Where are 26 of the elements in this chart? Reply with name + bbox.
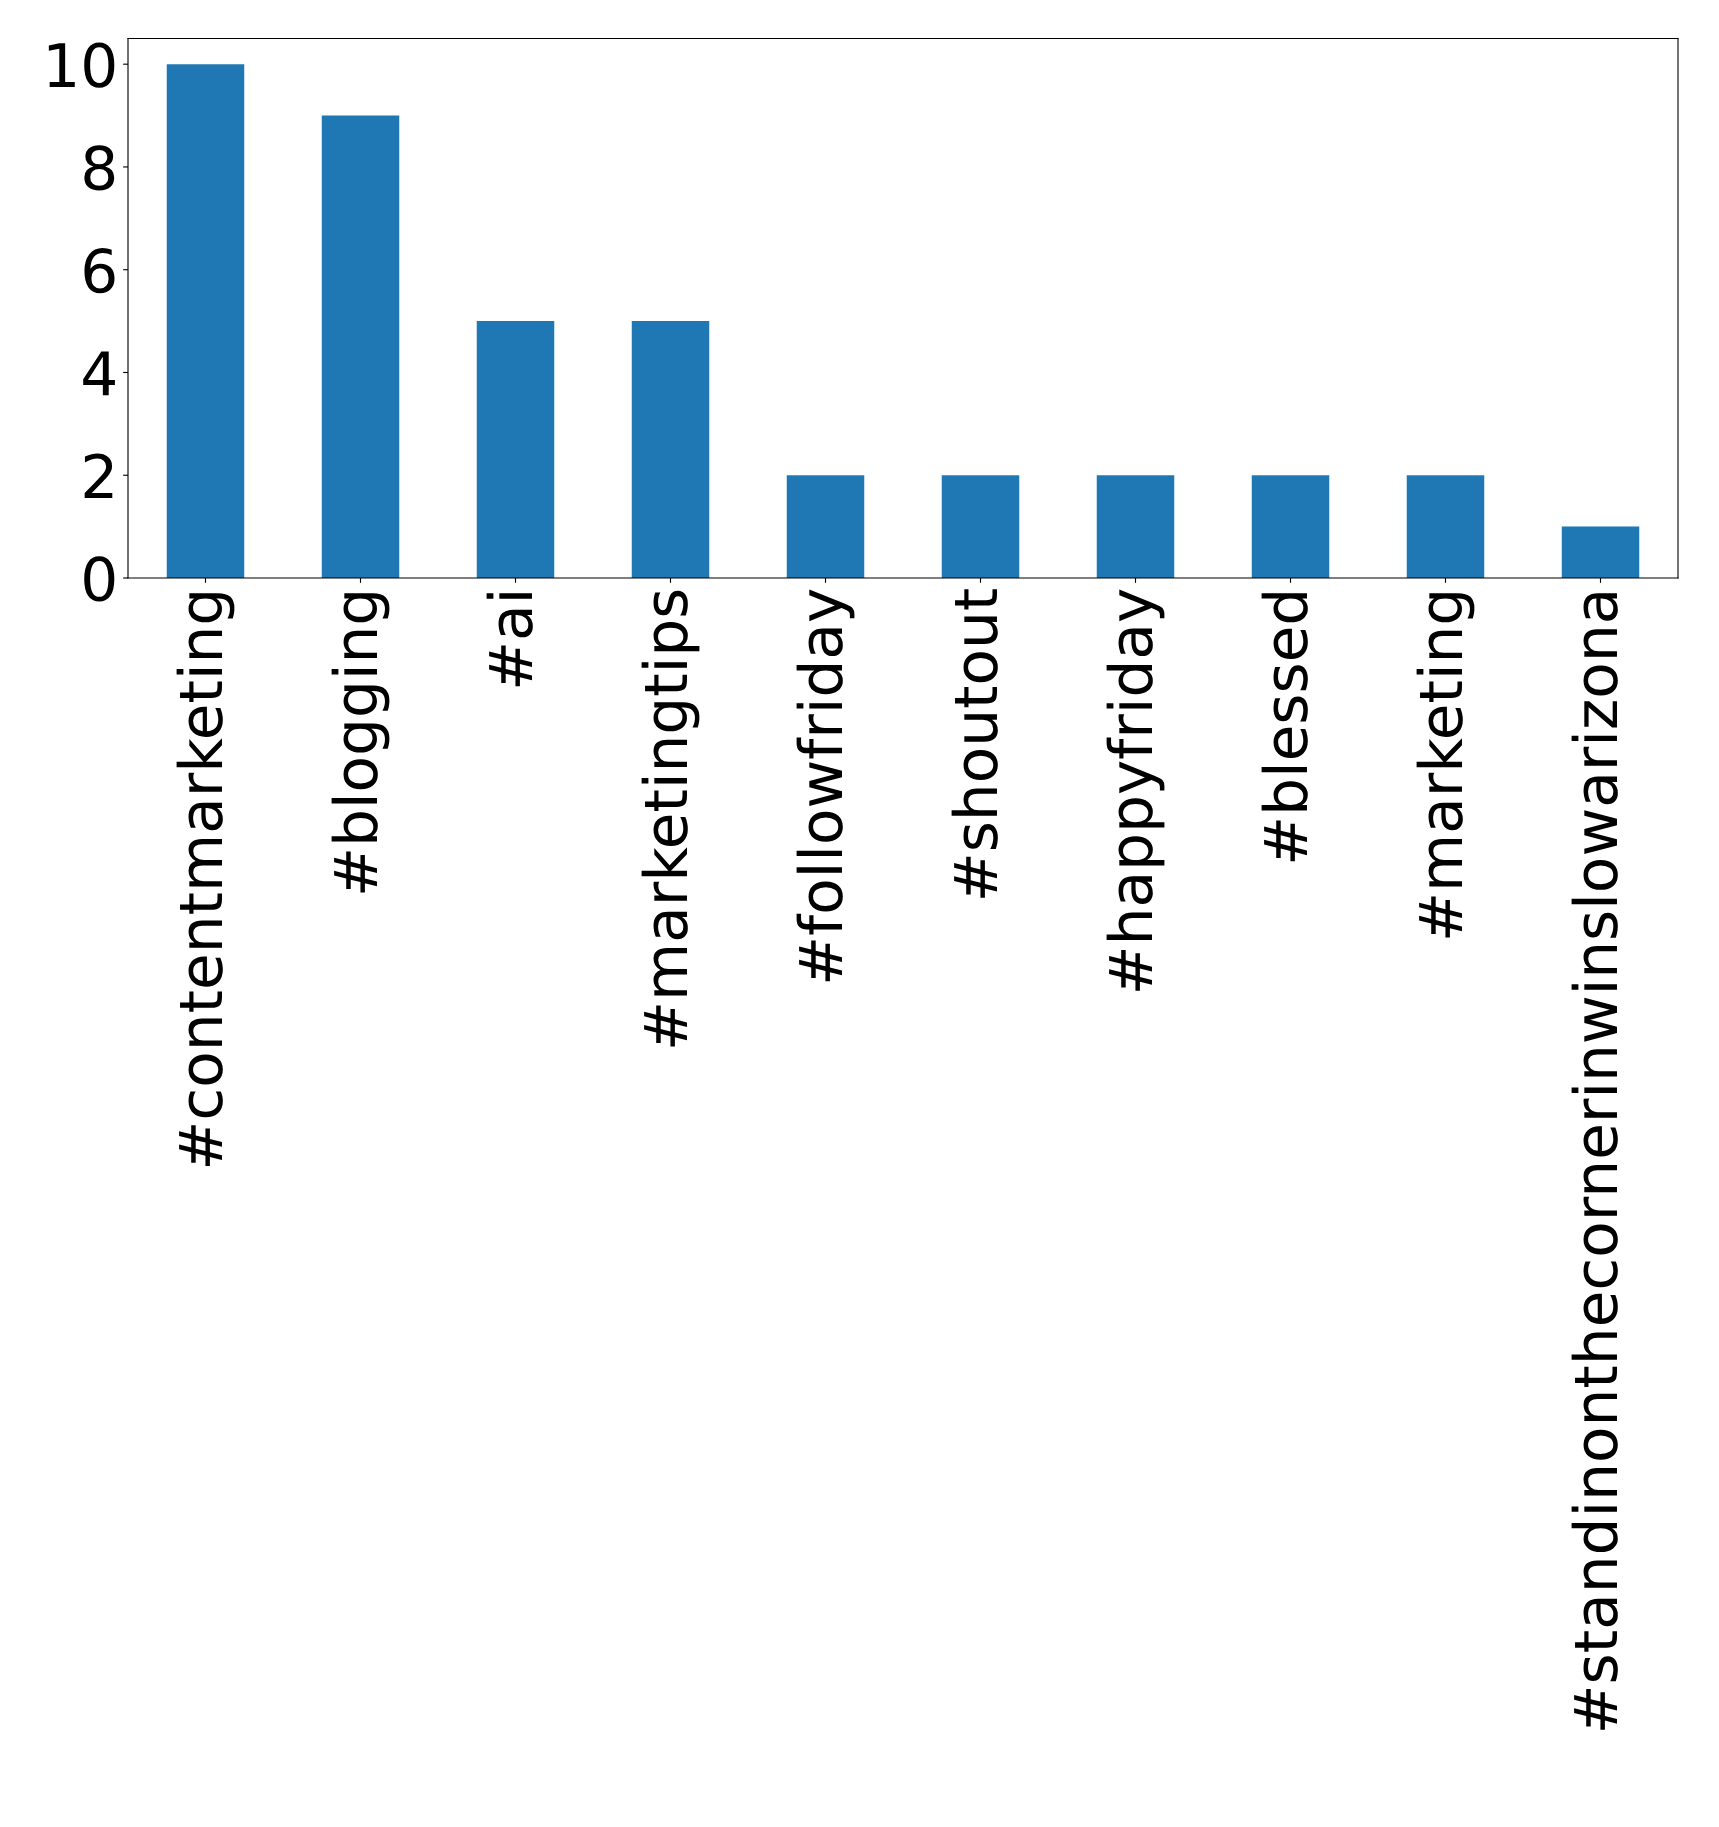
bar — [476, 321, 555, 578]
x-tick-label: #happyfriday — [1106, 589, 1165, 991]
bar — [1251, 475, 1330, 578]
y-tick-label: 6 — [84, 248, 115, 294]
bar — [631, 321, 710, 578]
bar — [166, 64, 245, 578]
x-tick-label: #standinonthecornerinwinslowarizona — [1571, 593, 1618, 1730]
bar — [1096, 475, 1175, 578]
bar — [321, 115, 400, 578]
bar — [786, 475, 865, 578]
x-tick-label: #blessed — [1261, 593, 1308, 862]
y-tick-label: 0 — [84, 556, 115, 602]
y-tick-label: 8 — [84, 145, 115, 191]
bar — [1406, 475, 1485, 578]
x-tick-label: #marketingtips — [641, 590, 700, 1047]
x-tick-label: #shoutout — [951, 589, 998, 898]
x-tick-label: #contentmarketing — [176, 593, 235, 1167]
bar — [1561, 526, 1640, 578]
bar — [941, 475, 1020, 578]
x-tick-label: #marketing — [1416, 593, 1475, 938]
y-tick-label: 4 — [83, 351, 115, 396]
x-tick-label: #ai — [486, 593, 533, 687]
y-tick-label: 10 — [48, 42, 115, 88]
x-tick-label: #blogging — [331, 593, 390, 893]
x-tick-label: #followfriday — [796, 589, 855, 982]
y-tick-label: 2 — [84, 453, 113, 498]
